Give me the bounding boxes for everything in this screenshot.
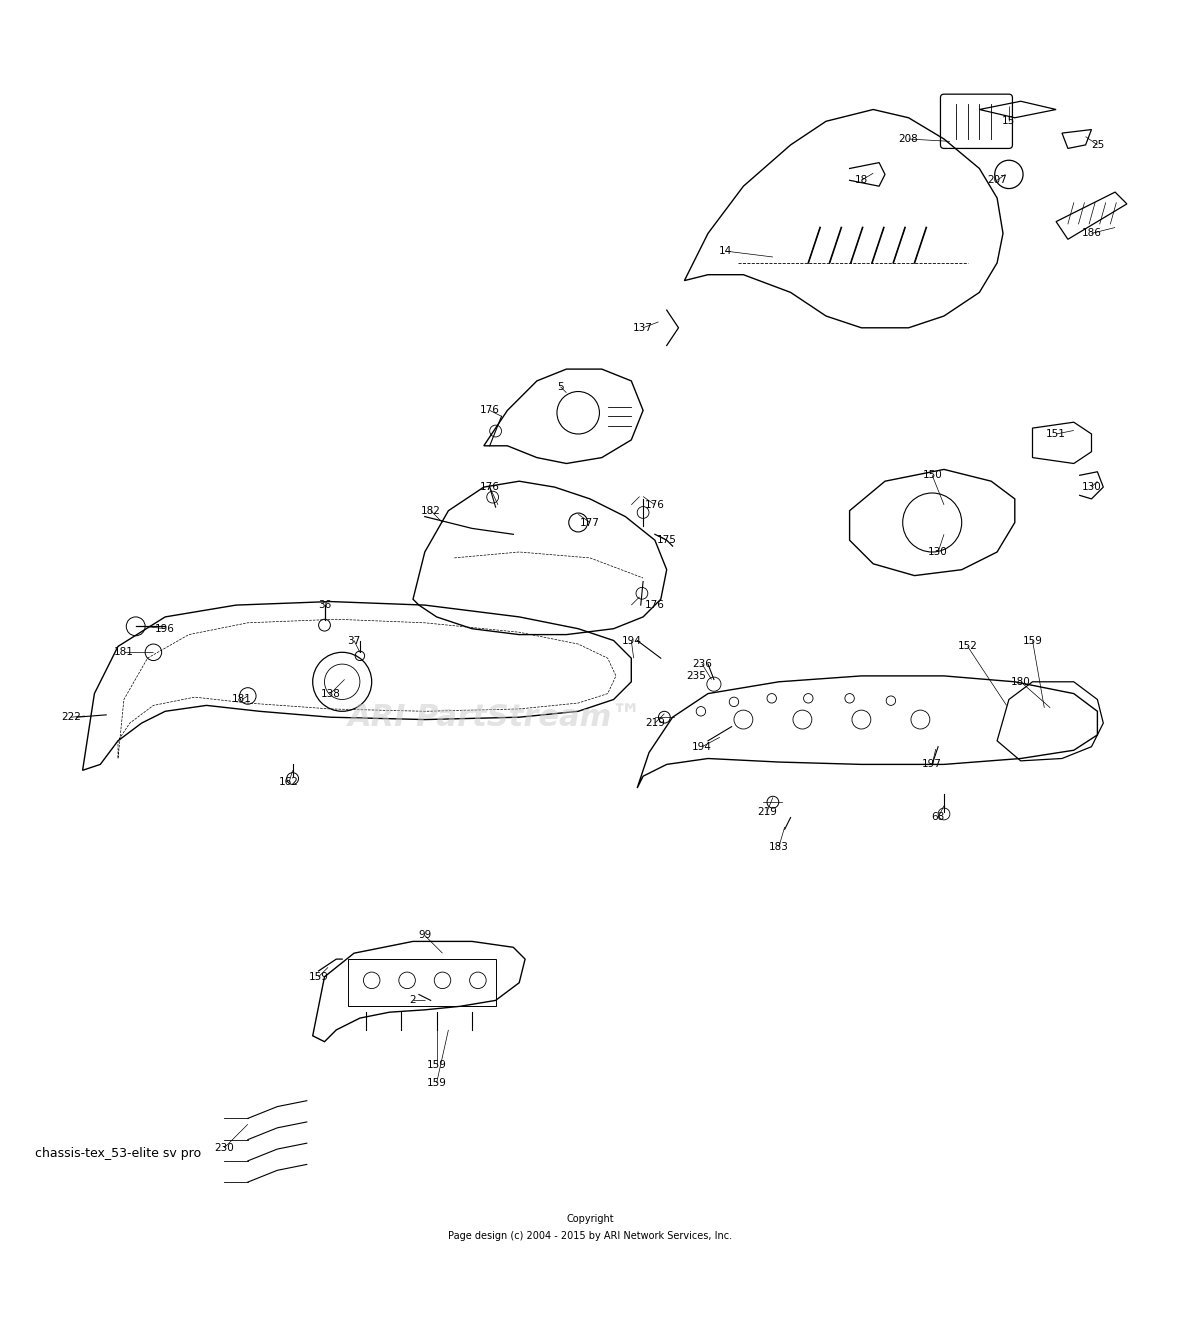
Text: 14: 14 xyxy=(719,247,733,256)
Text: 183: 183 xyxy=(769,842,788,852)
Text: 230: 230 xyxy=(215,1143,234,1152)
Text: 182: 182 xyxy=(421,505,440,516)
Text: 175: 175 xyxy=(657,535,676,545)
Text: 18: 18 xyxy=(854,176,868,185)
Text: 236: 236 xyxy=(693,659,712,669)
Text: 68: 68 xyxy=(931,812,945,823)
Text: 176: 176 xyxy=(480,406,499,415)
Text: Copyright: Copyright xyxy=(566,1214,614,1223)
Text: 37: 37 xyxy=(347,635,361,646)
Text: 151: 151 xyxy=(1047,429,1066,440)
Text: 15: 15 xyxy=(1002,117,1016,126)
Text: 180: 180 xyxy=(1011,677,1030,687)
Text: 181: 181 xyxy=(114,647,133,658)
Text: 176: 176 xyxy=(480,482,499,492)
Text: 235: 235 xyxy=(687,671,706,681)
Text: 176: 176 xyxy=(645,500,664,509)
Text: 138: 138 xyxy=(321,689,340,698)
Text: 181: 181 xyxy=(232,694,251,705)
Text: 130: 130 xyxy=(929,547,948,557)
Text: Page design (c) 2004 - 2015 by ARI Network Services, Inc.: Page design (c) 2004 - 2015 by ARI Netwo… xyxy=(448,1231,732,1241)
Text: 150: 150 xyxy=(923,470,942,480)
Text: 5: 5 xyxy=(557,382,564,391)
Text: 207: 207 xyxy=(988,176,1007,185)
Text: 186: 186 xyxy=(1082,228,1101,239)
Text: 36: 36 xyxy=(317,600,332,610)
Text: 130: 130 xyxy=(1082,482,1101,492)
Text: 159: 159 xyxy=(427,1077,446,1088)
Text: 152: 152 xyxy=(958,642,977,651)
Text: 99: 99 xyxy=(418,930,432,941)
Text: 176: 176 xyxy=(645,600,664,610)
Text: 159: 159 xyxy=(1023,635,1042,646)
Text: 194: 194 xyxy=(622,635,641,646)
Text: 162: 162 xyxy=(280,777,299,787)
Text: 219: 219 xyxy=(758,807,776,816)
Text: 25: 25 xyxy=(1090,139,1104,150)
Text: 159: 159 xyxy=(427,1060,446,1071)
Text: 2: 2 xyxy=(409,996,417,1005)
Text: 219: 219 xyxy=(645,718,664,728)
Text: 197: 197 xyxy=(923,760,942,769)
Text: chassis-tex_53-elite sv pro: chassis-tex_53-elite sv pro xyxy=(35,1147,202,1160)
Text: 222: 222 xyxy=(61,712,80,722)
Text: ARI PartStream™: ARI PartStream™ xyxy=(348,702,643,732)
Text: 159: 159 xyxy=(309,972,328,982)
Text: 208: 208 xyxy=(899,134,918,143)
Text: 194: 194 xyxy=(693,742,712,752)
Text: 137: 137 xyxy=(634,323,653,332)
Text: 196: 196 xyxy=(156,623,175,634)
Text: 177: 177 xyxy=(581,517,599,528)
